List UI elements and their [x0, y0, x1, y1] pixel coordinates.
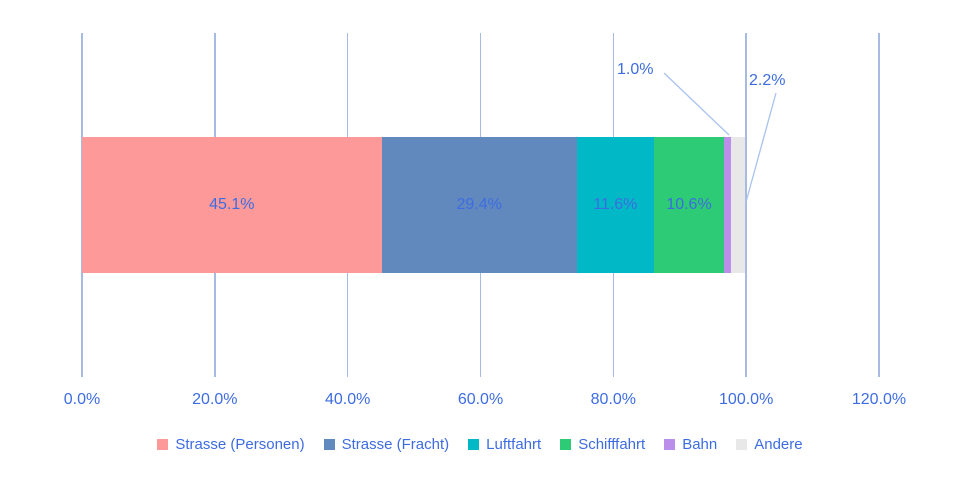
- legend-item-bahn: Bahn: [664, 436, 717, 453]
- legend-label: Bahn: [682, 436, 718, 453]
- legend-label: Strasse (Personen): [175, 436, 305, 453]
- legend-swatch: [664, 439, 676, 450]
- gridline: [878, 33, 880, 377]
- gridline: [745, 33, 747, 377]
- x-tick-label: 0.0%: [63, 391, 101, 408]
- leader-line-andere: [745, 92, 777, 203]
- x-tick-label: 20.0%: [192, 391, 238, 408]
- stacked-bar: 45.1% 29.4% 11.6% 10.6%: [82, 137, 746, 273]
- bar-segment-label: 29.4%: [456, 196, 502, 213]
- x-tick-label: 120.0%: [851, 391, 907, 408]
- callout-label-andere: 2.2%: [749, 72, 786, 89]
- x-tick-label: 40.0%: [324, 391, 371, 408]
- bar-segment-label: 10.6%: [666, 196, 712, 213]
- callout-label-bahn: 1.0%: [617, 61, 654, 78]
- bar-segment-strasse-fracht: 29.4%: [381, 137, 577, 273]
- legend-item-luftfahrt: Luftfahrt: [468, 436, 541, 453]
- legend-item-strasse-fracht: Strasse (Fracht): [323, 436, 450, 453]
- x-tick-label: 60.0%: [457, 391, 504, 408]
- legend-swatch: [323, 439, 335, 450]
- bar-segment-label: 11.6%: [593, 196, 638, 213]
- legend-item-andere: Andere: [736, 436, 803, 453]
- bar-segment-andere: [730, 137, 746, 273]
- legend-label: Andere: [754, 436, 803, 453]
- bar-segment-label: 45.1%: [209, 196, 255, 213]
- bar-segment-luftfahrt: 11.6%: [576, 137, 654, 273]
- legend: Strasse (Personen) Strasse (Fracht) Luftfa…: [0, 436, 960, 453]
- legend-swatch: [560, 439, 572, 450]
- legend-label: Strasse (Fracht): [341, 436, 450, 453]
- x-tick-label: 80.0%: [590, 391, 637, 408]
- leader-line-bahn: [663, 72, 730, 136]
- legend-item-schifffahrt: Schifffahrt: [560, 436, 645, 453]
- legend-swatch: [157, 439, 169, 450]
- bar-segment-bahn: [724, 137, 731, 273]
- legend-swatch: [468, 439, 480, 450]
- x-tick-label: 100.0%: [719, 391, 774, 408]
- legend-label: Luftfahrt: [486, 436, 542, 453]
- legend-label: Schifffahrt: [578, 436, 646, 453]
- bar-segment-strasse-personen: 45.1%: [82, 137, 382, 273]
- legend-item-strasse-personen: Strasse (Personen): [157, 436, 305, 453]
- bar-segment-schifffahrt: 10.6%: [653, 137, 725, 273]
- legend-swatch: [736, 439, 748, 450]
